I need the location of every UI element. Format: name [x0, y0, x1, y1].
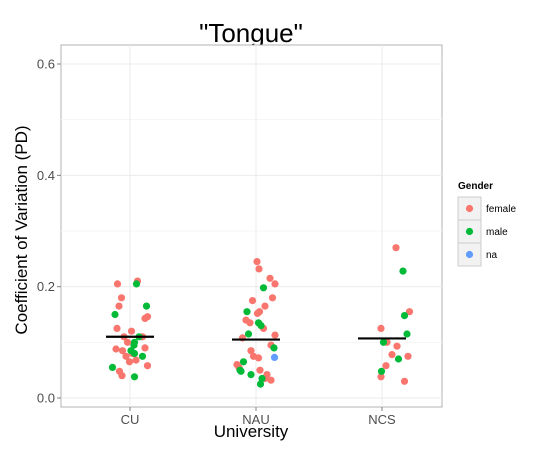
point-female — [118, 347, 127, 355]
point-female — [392, 244, 400, 252]
point-male — [130, 349, 139, 358]
point-male — [111, 310, 119, 319]
legend: Gender female male na — [457, 181, 516, 267]
point-female — [382, 362, 390, 370]
point-female — [127, 327, 136, 335]
legend-title: Gender — [458, 181, 493, 192]
y-tick-label: 0.0 — [37, 391, 55, 406]
point-male — [132, 280, 141, 288]
point-female — [254, 354, 263, 362]
point-male — [377, 367, 386, 375]
y-tick-label: 0.6 — [37, 57, 55, 72]
point-female — [271, 280, 279, 288]
point-male — [400, 312, 409, 320]
point-female — [246, 319, 254, 327]
median-lines — [106, 335, 406, 341]
plot-border — [60, 44, 443, 408]
point-male — [379, 338, 388, 346]
point-male — [399, 267, 407, 275]
y-tick-label: 0.4 — [37, 168, 55, 183]
x-axis-title: University — [214, 422, 289, 441]
point-female — [113, 324, 121, 332]
point-female — [400, 377, 409, 385]
point-male — [239, 358, 248, 366]
point-female — [132, 356, 140, 364]
legend-label-male: male — [486, 227, 508, 238]
point-male — [244, 330, 253, 338]
point-male — [108, 363, 117, 371]
legend-swatch-female — [465, 204, 474, 213]
axes: 0.0 0.2 0.4 0.6 CU NAU NCS — [37, 57, 396, 428]
point-female — [113, 280, 122, 288]
y-tick-label: 0.2 — [37, 279, 55, 294]
point-female — [125, 358, 134, 366]
point-female — [253, 309, 262, 317]
point-male — [142, 302, 151, 310]
point-female — [267, 376, 275, 384]
point-male — [259, 284, 268, 292]
point-female — [141, 344, 149, 352]
point-female — [123, 338, 132, 346]
plot-panel — [60, 44, 443, 408]
point-female — [248, 297, 257, 305]
point-female — [377, 373, 385, 381]
point-female — [393, 342, 401, 350]
x-tick-label: NAU — [242, 412, 269, 427]
point-female — [118, 372, 126, 380]
point-female — [122, 352, 130, 360]
legend-swatch-na — [465, 250, 474, 259]
point-male — [138, 352, 147, 360]
point-female — [271, 331, 279, 339]
x-tick-label: CU — [121, 412, 140, 427]
data-points — [108, 244, 414, 388]
point-female — [388, 351, 396, 359]
point-female — [112, 345, 120, 353]
point-male — [130, 373, 139, 381]
point-male — [270, 344, 278, 352]
point-male — [237, 367, 245, 375]
y-axis-title: Coefficient of Variation (PD) — [12, 125, 31, 334]
point-female — [268, 294, 277, 302]
legend-swatch-male — [465, 227, 474, 236]
point-female — [404, 352, 412, 360]
legend-label-na: na — [486, 250, 498, 261]
point-female — [261, 302, 269, 310]
point-male — [256, 380, 265, 388]
point-na — [270, 353, 279, 361]
point-female — [115, 302, 123, 310]
point-female — [117, 294, 126, 302]
point-female — [256, 366, 264, 374]
legend-label-female: female — [486, 204, 516, 215]
x-tick-label: NCS — [368, 412, 396, 427]
chart-title: "Tongue" — [199, 18, 303, 48]
point-female — [405, 308, 414, 316]
point-male — [403, 330, 411, 338]
point-male — [258, 374, 266, 383]
point-male — [243, 308, 251, 316]
point-male — [394, 355, 403, 363]
point-female — [247, 347, 255, 355]
point-female — [253, 258, 261, 266]
point-female — [141, 314, 149, 322]
point-female — [266, 274, 274, 282]
point-male — [130, 341, 138, 349]
point-male — [247, 371, 255, 379]
point-female — [255, 265, 263, 273]
point-female — [143, 362, 152, 370]
gridlines — [61, 45, 442, 407]
point-male — [257, 322, 265, 330]
point-female — [377, 324, 385, 332]
